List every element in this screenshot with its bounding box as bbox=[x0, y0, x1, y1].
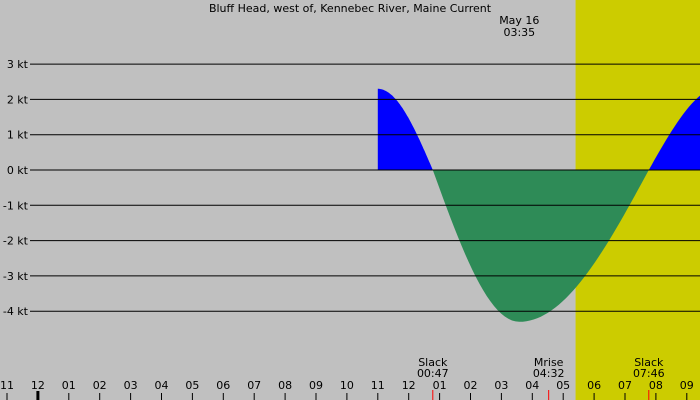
hour-label: 06 bbox=[216, 379, 230, 392]
hour-label: 09 bbox=[309, 379, 323, 392]
hour-label: 11 bbox=[0, 379, 14, 392]
flood-area bbox=[648, 95, 700, 170]
hour-label: 04 bbox=[155, 379, 169, 392]
hour-label: 03 bbox=[124, 379, 138, 392]
bottom-event-time: 00:47 bbox=[417, 367, 449, 380]
flood-area bbox=[377, 88, 433, 170]
top-event-date: May 16 bbox=[499, 14, 539, 27]
hour-label: 08 bbox=[649, 379, 663, 392]
hour-label: 12 bbox=[31, 379, 45, 392]
hour-label: 06 bbox=[587, 379, 601, 392]
hour-label: 07 bbox=[618, 379, 632, 392]
bottom-event-time: 07:46 bbox=[633, 367, 665, 380]
y-tick-label: 3 kt bbox=[7, 58, 29, 71]
hour-label: 05 bbox=[185, 379, 199, 392]
hour-label: 05 bbox=[556, 379, 570, 392]
bottom-event-label: Slack bbox=[634, 356, 664, 369]
hour-label: 10 bbox=[340, 379, 354, 392]
y-tick-label: -3 kt bbox=[3, 270, 29, 283]
y-tick-label: -1 kt bbox=[3, 199, 29, 212]
y-tick-label: -2 kt bbox=[3, 235, 29, 248]
x-axis: 11 12 01 02 03 04 05 06 07 08 09 10 11 12 01 02 03 04 05 06… bbox=[0, 379, 694, 400]
hour-label: 01 bbox=[433, 379, 447, 392]
hour-label: 12 bbox=[402, 379, 416, 392]
hour-label: 02 bbox=[93, 379, 107, 392]
bottom-event-time: 04:32 bbox=[533, 367, 565, 380]
bottom-event-labels: Slack00:47Mrise04:32Slack07:46Slack13:21… bbox=[417, 356, 665, 400]
hour-label: 08 bbox=[278, 379, 292, 392]
y-tick-label: -4 kt bbox=[3, 305, 29, 318]
ebb-area bbox=[432, 170, 649, 322]
hour-label: 02 bbox=[464, 379, 478, 392]
y-axis-labels: 3 kt 2 kt 1 kt 0 kt -1 kt -2 kt -3 kt -4 kt bbox=[3, 58, 29, 318]
grid-lines bbox=[30, 63, 700, 312]
y-tick-label: 0 kt bbox=[7, 164, 29, 177]
bottom-event-label: Slack bbox=[418, 356, 448, 369]
y-tick-label: 2 kt bbox=[7, 93, 29, 106]
hour-label: 01 bbox=[62, 379, 76, 392]
chart-title: Bluff Head, west of, Kennebec River, Mai… bbox=[209, 2, 492, 15]
bottom-event-label: Mrise bbox=[534, 356, 564, 369]
top-event-time: 03:35 bbox=[503, 26, 535, 39]
hour-label: 11 bbox=[371, 379, 385, 392]
hour-label: 04 bbox=[525, 379, 539, 392]
hour-label: 07 bbox=[247, 379, 261, 392]
hour-label: 09 bbox=[680, 379, 694, 392]
y-tick-label: 1 kt bbox=[7, 129, 29, 142]
current-areas bbox=[377, 88, 700, 322]
hour-label: 03 bbox=[494, 379, 508, 392]
